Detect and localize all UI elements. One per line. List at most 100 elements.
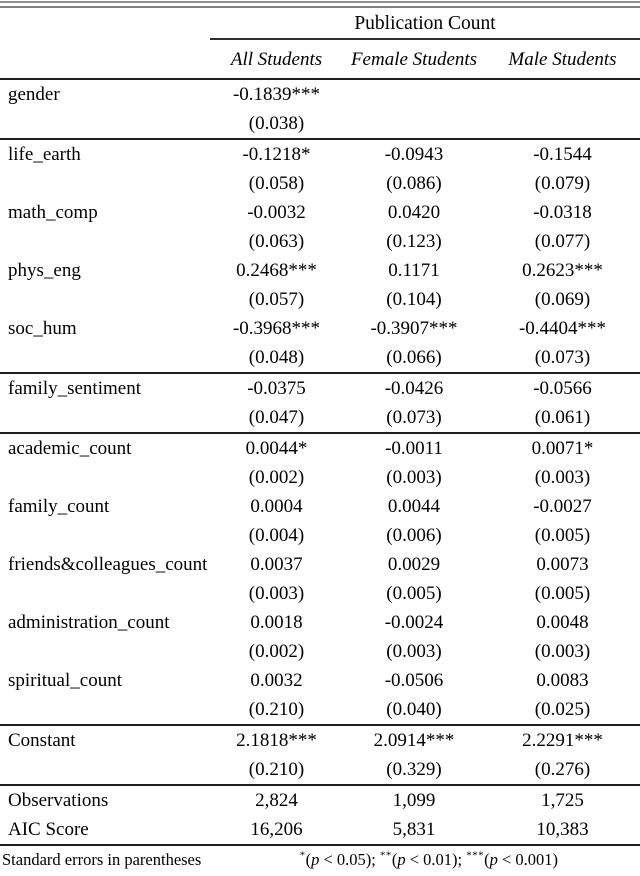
divider: [0, 78, 640, 80]
table-row-se: (0.210) (0.329) (0.276): [0, 755, 640, 784]
coefficient-cell: -0.0375: [247, 378, 306, 399]
empty-cell: [0, 521, 210, 550]
coefficient-cell: 2.0914***: [373, 730, 455, 751]
empty-cell: [0, 109, 210, 138]
stat-value: 10,383: [536, 819, 589, 840]
stderr-cell: (0.048): [248, 347, 305, 368]
divider: [0, 138, 640, 140]
stat-value: 2,824: [255, 790, 298, 811]
stderr-cell: (0.210): [248, 759, 305, 780]
stderr-cell: (0.058): [248, 173, 305, 194]
stderr-cell: (0.210): [248, 699, 305, 720]
table-footer: Standard errors in parentheses *(p < 0.0…: [0, 846, 640, 874]
coefficient-cell: 0.0029: [387, 554, 441, 575]
stat-value: 1,099: [392, 790, 436, 811]
table-title: Publication Count: [354, 13, 496, 34]
row-label: friends&colleagues_count: [8, 554, 208, 575]
stderr-cell: (0.123): [386, 231, 442, 252]
coefficient-cell: -0.1218*: [242, 144, 311, 165]
empty-cell: [0, 403, 210, 432]
coefficient-cell: -0.3968***: [232, 318, 321, 339]
table-row: administration_count 0.0018 -0.0024 0.00…: [0, 608, 640, 637]
table-row: life_earth -0.1218* -0.0943 -0.1544: [0, 140, 640, 169]
table-row-se: (0.057) (0.104) (0.069): [0, 285, 640, 314]
row-label: math_comp: [8, 202, 98, 223]
stderr-cell: (0.073): [386, 407, 442, 428]
coefficient-cell: -0.0506: [384, 670, 444, 691]
empty-cell: [0, 695, 210, 724]
coefficient-cell: -0.0032: [247, 202, 306, 223]
row-label: gender: [8, 84, 60, 105]
divider: [0, 432, 640, 434]
stderr-cell: (0.073): [534, 347, 591, 368]
stderr-cell: (0.069): [534, 289, 591, 310]
stderr-cell: (0.006): [386, 525, 442, 546]
stat-row: AIC Score 16,206 5,831 10,383: [0, 815, 640, 844]
coefficient-cell: 0.0071*: [531, 438, 594, 459]
empty-cell: [0, 637, 210, 666]
coefficient-cell: 0.0037: [250, 554, 303, 575]
table-row: gender -0.1839***: [0, 80, 640, 109]
stderr-cell: (0.005): [534, 525, 591, 546]
stderr-cell: (0.003): [534, 641, 591, 662]
coefficient-cell: -0.0426: [384, 378, 444, 399]
coefficient-cell: -0.0318: [533, 202, 592, 223]
table-row-se: (0.003) (0.005) (0.005): [0, 579, 640, 608]
empty-cell: [0, 8, 210, 40]
table-row-se: (0.004) (0.006) (0.005): [0, 521, 640, 550]
empty-cell: [0, 285, 210, 314]
coefficient-cell: 0.0420: [387, 202, 441, 223]
stderr-cell: (0.057): [248, 289, 305, 310]
legend-item: **(p < 0.01);: [379, 849, 467, 870]
empty-cell: [0, 40, 210, 80]
table-row-se: (0.058) (0.086) (0.079): [0, 169, 640, 198]
coefficient-cell: -0.4404***: [518, 318, 607, 339]
stderr-cell: (0.002): [248, 467, 305, 488]
table-row: friends&colleagues_count 0.0037 0.0029 0…: [0, 550, 640, 579]
stderr-cell: (0.002): [248, 641, 305, 662]
coefficient-cell: 2.1818***: [236, 730, 317, 751]
coefficient-cell: 0.0044: [387, 496, 441, 517]
stderr-cell: (0.104): [386, 289, 442, 310]
divider: [0, 724, 640, 726]
table-row-se: (0.063) (0.123) (0.077): [0, 227, 640, 256]
divider: [0, 844, 640, 846]
coefficient-cell: 0.2468***: [236, 260, 317, 281]
table-row-se: (0.002) (0.003) (0.003): [0, 463, 640, 492]
row-label: soc_hum: [8, 318, 77, 339]
table-row: Constant 2.1818*** 2.0914*** 2.2291***: [0, 726, 640, 755]
coefficient-cell: 0.2623***: [522, 260, 603, 281]
coefficient-cell: 0.0073: [536, 554, 589, 575]
stderr-cell: (0.004): [248, 525, 305, 546]
title-underline-rule: [210, 38, 640, 40]
coefficient-cell: -0.0024: [384, 612, 444, 633]
table-row: family_count 0.0004 0.0044 -0.0027: [0, 492, 640, 521]
stat-label: AIC Score: [8, 819, 89, 840]
empty-cell: [0, 463, 210, 492]
stderr-cell: (0.040): [386, 699, 442, 720]
empty-cell: [0, 755, 210, 784]
table-title-row: Publication Count: [0, 8, 640, 38]
stderr-cell: (0.276): [534, 759, 591, 780]
legend-item: *(p < 0.05);: [299, 849, 380, 870]
table-row-se: (0.002) (0.003) (0.003): [0, 637, 640, 666]
coefficient-cell: [485, 80, 640, 109]
table-row-se: (0.048) (0.066) (0.073): [0, 343, 640, 372]
stderr-cell: (0.038): [248, 113, 305, 134]
stat-label: Observations: [8, 790, 109, 811]
stderr-cell: (0.077): [534, 231, 591, 252]
stderr-cell: (0.003): [248, 583, 305, 604]
stderr-cell: (0.079): [534, 173, 591, 194]
stderr-cell: (0.061): [534, 407, 591, 428]
coefficient-cell: 0.1171: [388, 260, 440, 281]
coefficient-cell: [343, 80, 485, 109]
coefficient-cell: 0.0044*: [245, 438, 308, 459]
column-header-male-students: Male Students: [508, 49, 617, 70]
table-row: phys_eng 0.2468*** 0.1171 0.2623***: [0, 256, 640, 285]
coefficient-cell: -0.1544: [533, 144, 592, 165]
stderr-cell: (0.005): [386, 583, 442, 604]
stderr-cell: [343, 109, 485, 138]
table-row: math_comp -0.0032 0.0420 -0.0318: [0, 198, 640, 227]
stderr-cell: (0.063): [248, 231, 305, 252]
stderr-cell: (0.005): [534, 583, 591, 604]
